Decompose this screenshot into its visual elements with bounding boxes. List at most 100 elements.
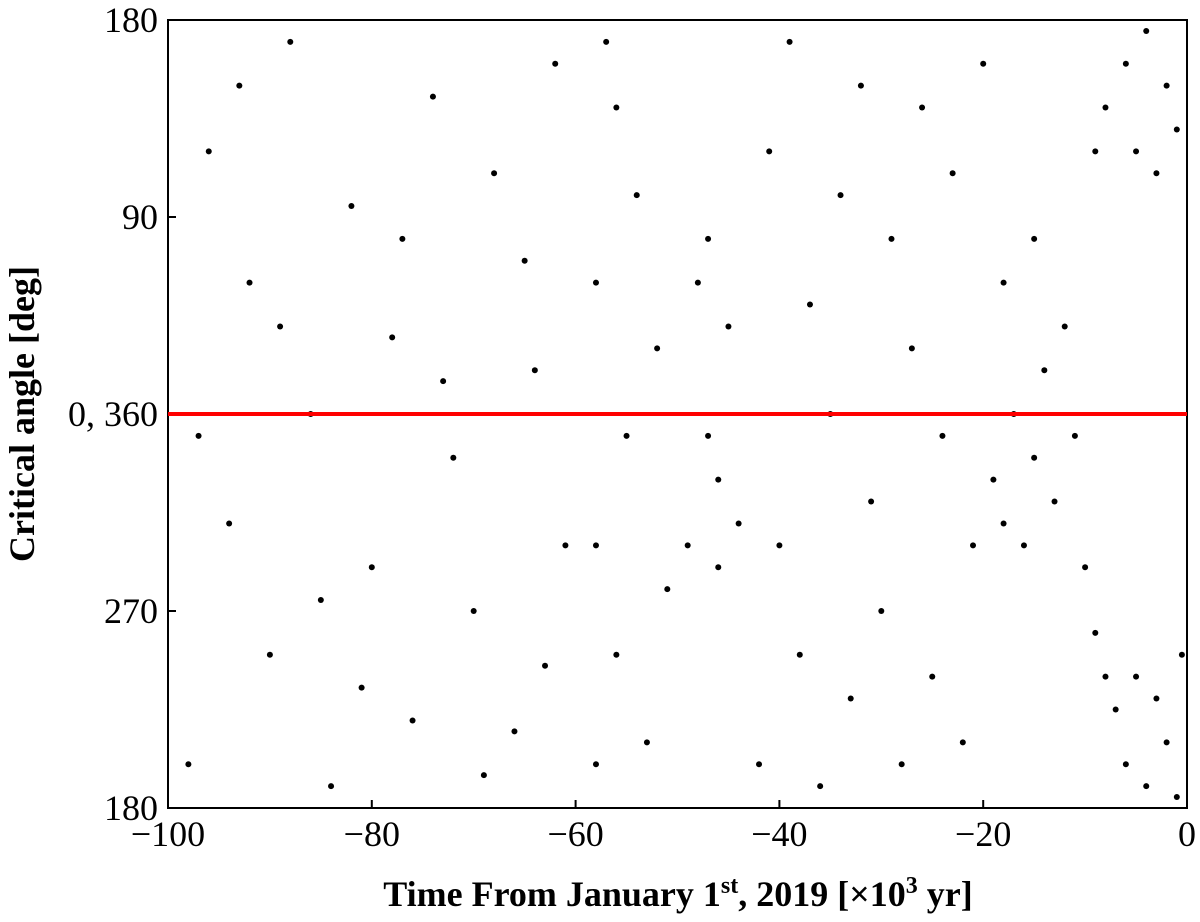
point [1153,170,1160,177]
x-axis-title-part: yr] [918,874,973,914]
x-axis-title-part: Time From January 1 [383,874,721,914]
point [776,542,783,549]
point [440,378,447,385]
point [735,520,742,527]
x-tick-label: −40 [751,814,807,854]
point [317,597,324,604]
point [847,695,854,702]
point [1061,323,1068,330]
point [1082,564,1089,571]
x-axis-title-part: 3 [906,873,918,899]
point [643,739,650,746]
point [542,662,549,669]
x-axis-title: Time From January 1st, 2019 [×103 yr] [383,873,973,914]
point [328,783,335,790]
point [1133,148,1140,155]
point [358,684,365,691]
point [552,60,559,67]
point [368,564,375,571]
point [990,476,997,483]
point [888,235,895,242]
point [205,148,212,155]
point [236,82,243,89]
y-axis-title: Critical angle [deg] [2,266,42,562]
point [857,82,864,89]
point [633,192,640,199]
x-axis-title-part: st [721,873,738,899]
x-tick-label: −100 [131,814,205,854]
point [277,323,284,330]
point [1092,148,1099,155]
x-tick-label: 0 [1178,814,1196,854]
point [623,432,630,439]
point [1000,279,1007,286]
y-tick-label: 0, 360 [68,394,158,434]
point [1102,673,1109,680]
point [531,367,538,374]
point [1153,695,1160,702]
point [1163,82,1170,89]
point [725,323,732,330]
point [1163,739,1170,746]
point [817,783,824,790]
plot-area [185,27,1185,801]
point [868,498,875,505]
point [195,432,202,439]
point [450,454,457,461]
x-axis-title-part: , 2019 [×10 [738,874,906,914]
point [664,586,671,593]
point [348,203,355,210]
point [715,476,722,483]
point [980,60,987,67]
point [562,542,569,549]
point [1051,498,1058,505]
point [1031,235,1038,242]
point [1041,367,1048,374]
point [939,432,946,439]
point [399,235,406,242]
point [246,279,253,286]
point [1178,651,1185,658]
point [613,104,620,111]
x-tick-label: −80 [344,814,400,854]
point [1173,794,1180,801]
point [959,739,966,746]
point [1102,104,1109,111]
point [491,170,498,177]
point [592,279,599,286]
point [898,761,905,768]
x-tick-label: −20 [955,814,1011,854]
point [480,772,487,779]
point [970,542,977,549]
point [786,38,793,45]
point [185,761,192,768]
point [409,717,416,724]
point [1143,27,1150,34]
point [694,279,701,286]
point [756,761,763,768]
point [521,257,528,264]
y-tick-label: 180 [104,788,158,828]
point [1112,706,1119,713]
point [1020,542,1027,549]
point [796,651,803,658]
point [1133,673,1140,680]
point [1000,520,1007,527]
point [470,608,477,614]
point [1092,629,1099,636]
y-tick-label: 270 [104,591,158,631]
point [226,520,233,527]
point [287,38,294,45]
point [1031,454,1038,461]
point [715,564,722,571]
point [705,432,712,439]
point [806,301,813,308]
point [613,651,620,658]
point [511,728,518,735]
point [837,192,844,199]
point [705,235,712,242]
y-tick-label: 90 [122,197,158,237]
point [908,345,915,352]
point [1173,126,1180,133]
